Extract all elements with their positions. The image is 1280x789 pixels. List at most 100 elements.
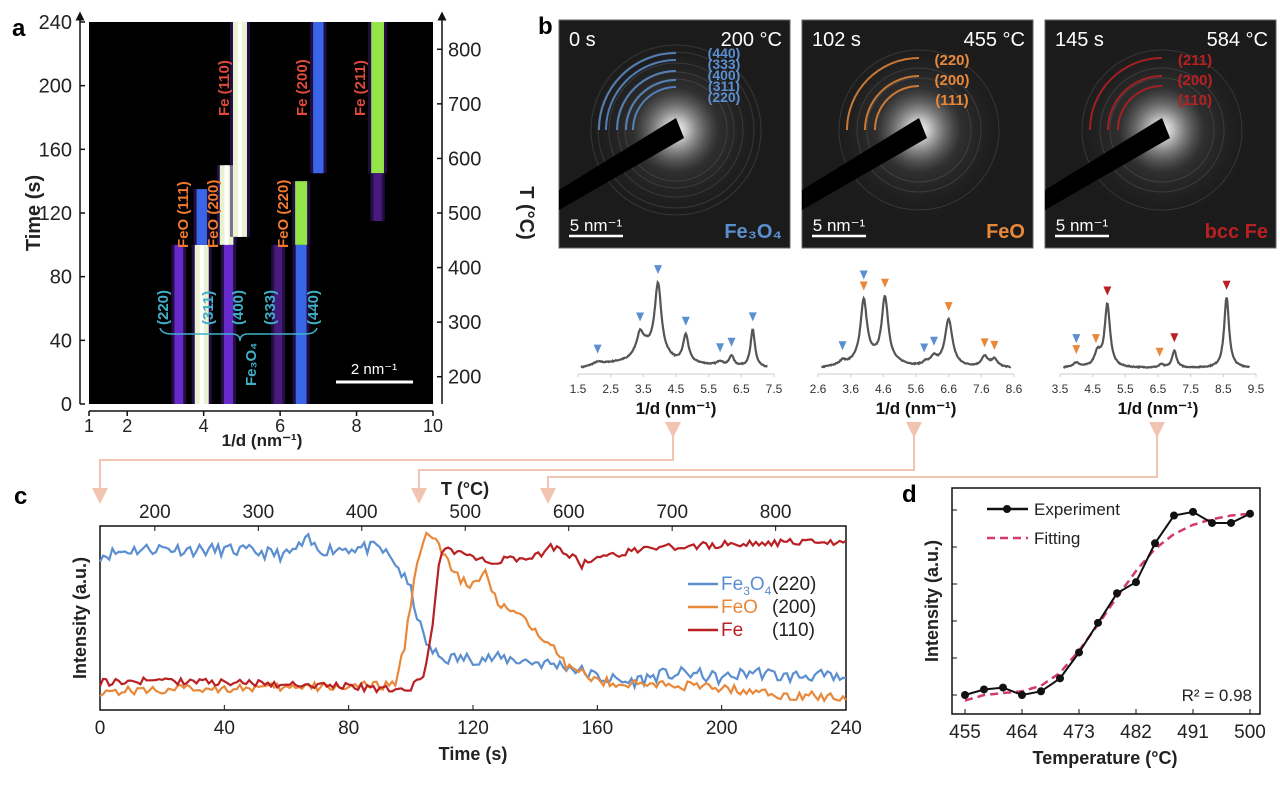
diffraction-ring	[838, 49, 1000, 211]
pattern-time: 102 s	[812, 29, 861, 51]
data-point-experiment	[999, 683, 1007, 692]
x-tick-label: 491	[1177, 722, 1209, 743]
annotation-fe-211: Fe (211)	[352, 60, 369, 116]
ring-index-label: (211)	[1178, 52, 1212, 69]
peak-marker-fe3o4	[929, 336, 938, 346]
y-tick-label: 0	[61, 394, 72, 416]
peak-marker-feo	[880, 278, 889, 288]
pattern-time: 145 s	[1055, 29, 1104, 51]
diffraction-ring	[1109, 77, 1215, 183]
y2-tick-label: 700	[448, 94, 481, 116]
scale-bar-label: 5 nm⁻¹	[813, 216, 866, 235]
peak-marker-fe3o4	[920, 343, 929, 353]
connector-arrow-102s	[411, 422, 922, 504]
peak-marker-feo	[1155, 347, 1164, 357]
profile-tick-label: 7.6	[973, 382, 990, 396]
data-point-experiment	[1189, 507, 1197, 516]
series-line-fe3o4	[99, 532, 847, 691]
heatmap-band	[373, 173, 382, 221]
phase-label: bcc Fe	[1205, 221, 1268, 243]
y-tick-label: 120	[39, 203, 72, 225]
data-point-experiment	[1208, 518, 1216, 527]
beam-stop	[1045, 118, 1170, 210]
indexed-ring-arc	[864, 75, 920, 131]
data-point-experiment	[1170, 511, 1178, 520]
profile-x-axis-label: 1/d (nm⁻¹)	[636, 399, 717, 418]
y-tick-label: 240	[39, 12, 72, 34]
x2-tick-label: 600	[553, 502, 585, 523]
legend-label-fe3o4: Fe3O4	[721, 574, 772, 598]
heatmap-band	[174, 244, 184, 404]
legend-hkl-fe3o4: (220)	[772, 574, 816, 595]
indexed-ring-arc	[1117, 85, 1163, 131]
pattern-temperature: 455 °C	[964, 29, 1025, 51]
heatmap-band-core	[237, 22, 242, 237]
data-point-experiment	[1132, 578, 1140, 587]
data-point-experiment	[1094, 618, 1102, 627]
profile-tick-label: 7.5	[1182, 382, 1199, 396]
x-tick-label: 40	[214, 718, 235, 739]
series-line-fitting	[964, 512, 1251, 702]
ring-index-label: (400)	[708, 67, 741, 83]
y-tick-label: 200	[39, 76, 72, 98]
ring-index-label: (220)	[934, 52, 969, 69]
annotation-feo-111: FeO (111)	[175, 181, 192, 248]
heatmap-band	[313, 22, 324, 174]
heatmap-band	[223, 244, 234, 404]
panel-label-b: b	[538, 13, 553, 40]
data-point-experiment	[980, 685, 988, 694]
peak-marker-feo	[1091, 334, 1100, 344]
x-tick-label: 482	[1120, 722, 1152, 743]
y-tick-label: 160	[39, 139, 72, 161]
x-tick-label: 80	[338, 718, 359, 739]
indexed-ring-arc	[625, 79, 677, 131]
y-axis-label: Intensity (a.u.)	[70, 557, 90, 679]
r-squared-annotation: R² = 0.98	[1182, 686, 1252, 705]
y2-tick-label: 500	[448, 203, 481, 225]
beam-stop	[559, 118, 684, 210]
profile-tick-label: 3.5	[1052, 382, 1069, 396]
peak-marker-fe3o4	[748, 312, 757, 322]
ring-index-label: (200)	[1177, 72, 1212, 89]
scale-bar-label: 2 nm⁻¹	[351, 361, 397, 378]
x-tick-label: 200	[706, 718, 738, 739]
panel-d-intensity-vs-temperature: 455 464 473 482 491 500 Temperature (°C) Intens…	[922, 487, 1266, 768]
diffraction-ring	[597, 51, 755, 209]
profile-tick-label: 2.5	[602, 382, 619, 396]
annotation-fe3o4-group: Fe₃O₄	[243, 343, 260, 386]
panel-c-intensity-vs-time: 0 40 80 120 160 200 240 200 300 400 500 600 700 800 Ti…	[70, 479, 862, 764]
peak-marker-fe3o4	[727, 337, 736, 347]
diffraction-ring	[866, 77, 972, 183]
x2-tick-label: 300	[242, 502, 274, 523]
x-axis-label: Time (s)	[439, 744, 508, 764]
legend-marker-experiment	[1003, 505, 1011, 513]
heatmap-band	[196, 189, 207, 245]
series-line-feo	[99, 531, 847, 704]
panel-b-diffraction: 0 s 200 °C(440)(333)(400)(311)(220)5 nm⁻¹…	[558, 19, 1277, 418]
peak-marker-fe3o4	[1072, 334, 1081, 344]
x-tick-label: 120	[457, 718, 489, 739]
y-axis-label: Time (s)	[23, 175, 45, 251]
heatmap-annotations: Fe (110) Fe (200) Fe (211) FeO (111) FeO (20…	[155, 59, 369, 386]
diffraction-ring	[1081, 49, 1243, 211]
diffraction-pattern-0: 0 s 200 °C(440)(333)(400)(311)(220) 5 nm⁻¹…	[558, 19, 791, 249]
x-tick-label: 500	[1234, 722, 1266, 743]
pattern-temperature: 200 °C	[721, 29, 782, 51]
x-tick-label: 464	[1006, 722, 1038, 743]
peak-marker-feo	[1072, 345, 1081, 355]
x-axis-label: 1/d (nm⁻¹)	[222, 431, 303, 450]
ring-index-label: (333)	[708, 56, 741, 72]
diffraction-ring	[590, 44, 762, 216]
x-tick-label: 473	[1063, 722, 1095, 743]
x-tick-label: 1	[84, 416, 94, 436]
legend-label-fitting: Fitting	[1034, 529, 1080, 548]
peak-marker-fe3o4	[681, 316, 690, 326]
peak-marker-fe	[1222, 280, 1231, 290]
profile-tick-label: 7.5	[766, 382, 783, 396]
peak-marker-fe3o4	[636, 312, 645, 322]
indexed-ring-arc	[846, 57, 920, 131]
heatmap-band	[295, 181, 308, 245]
indexed-ring-arc	[598, 52, 677, 131]
annotation-fe-110: Fe (110)	[216, 60, 233, 116]
